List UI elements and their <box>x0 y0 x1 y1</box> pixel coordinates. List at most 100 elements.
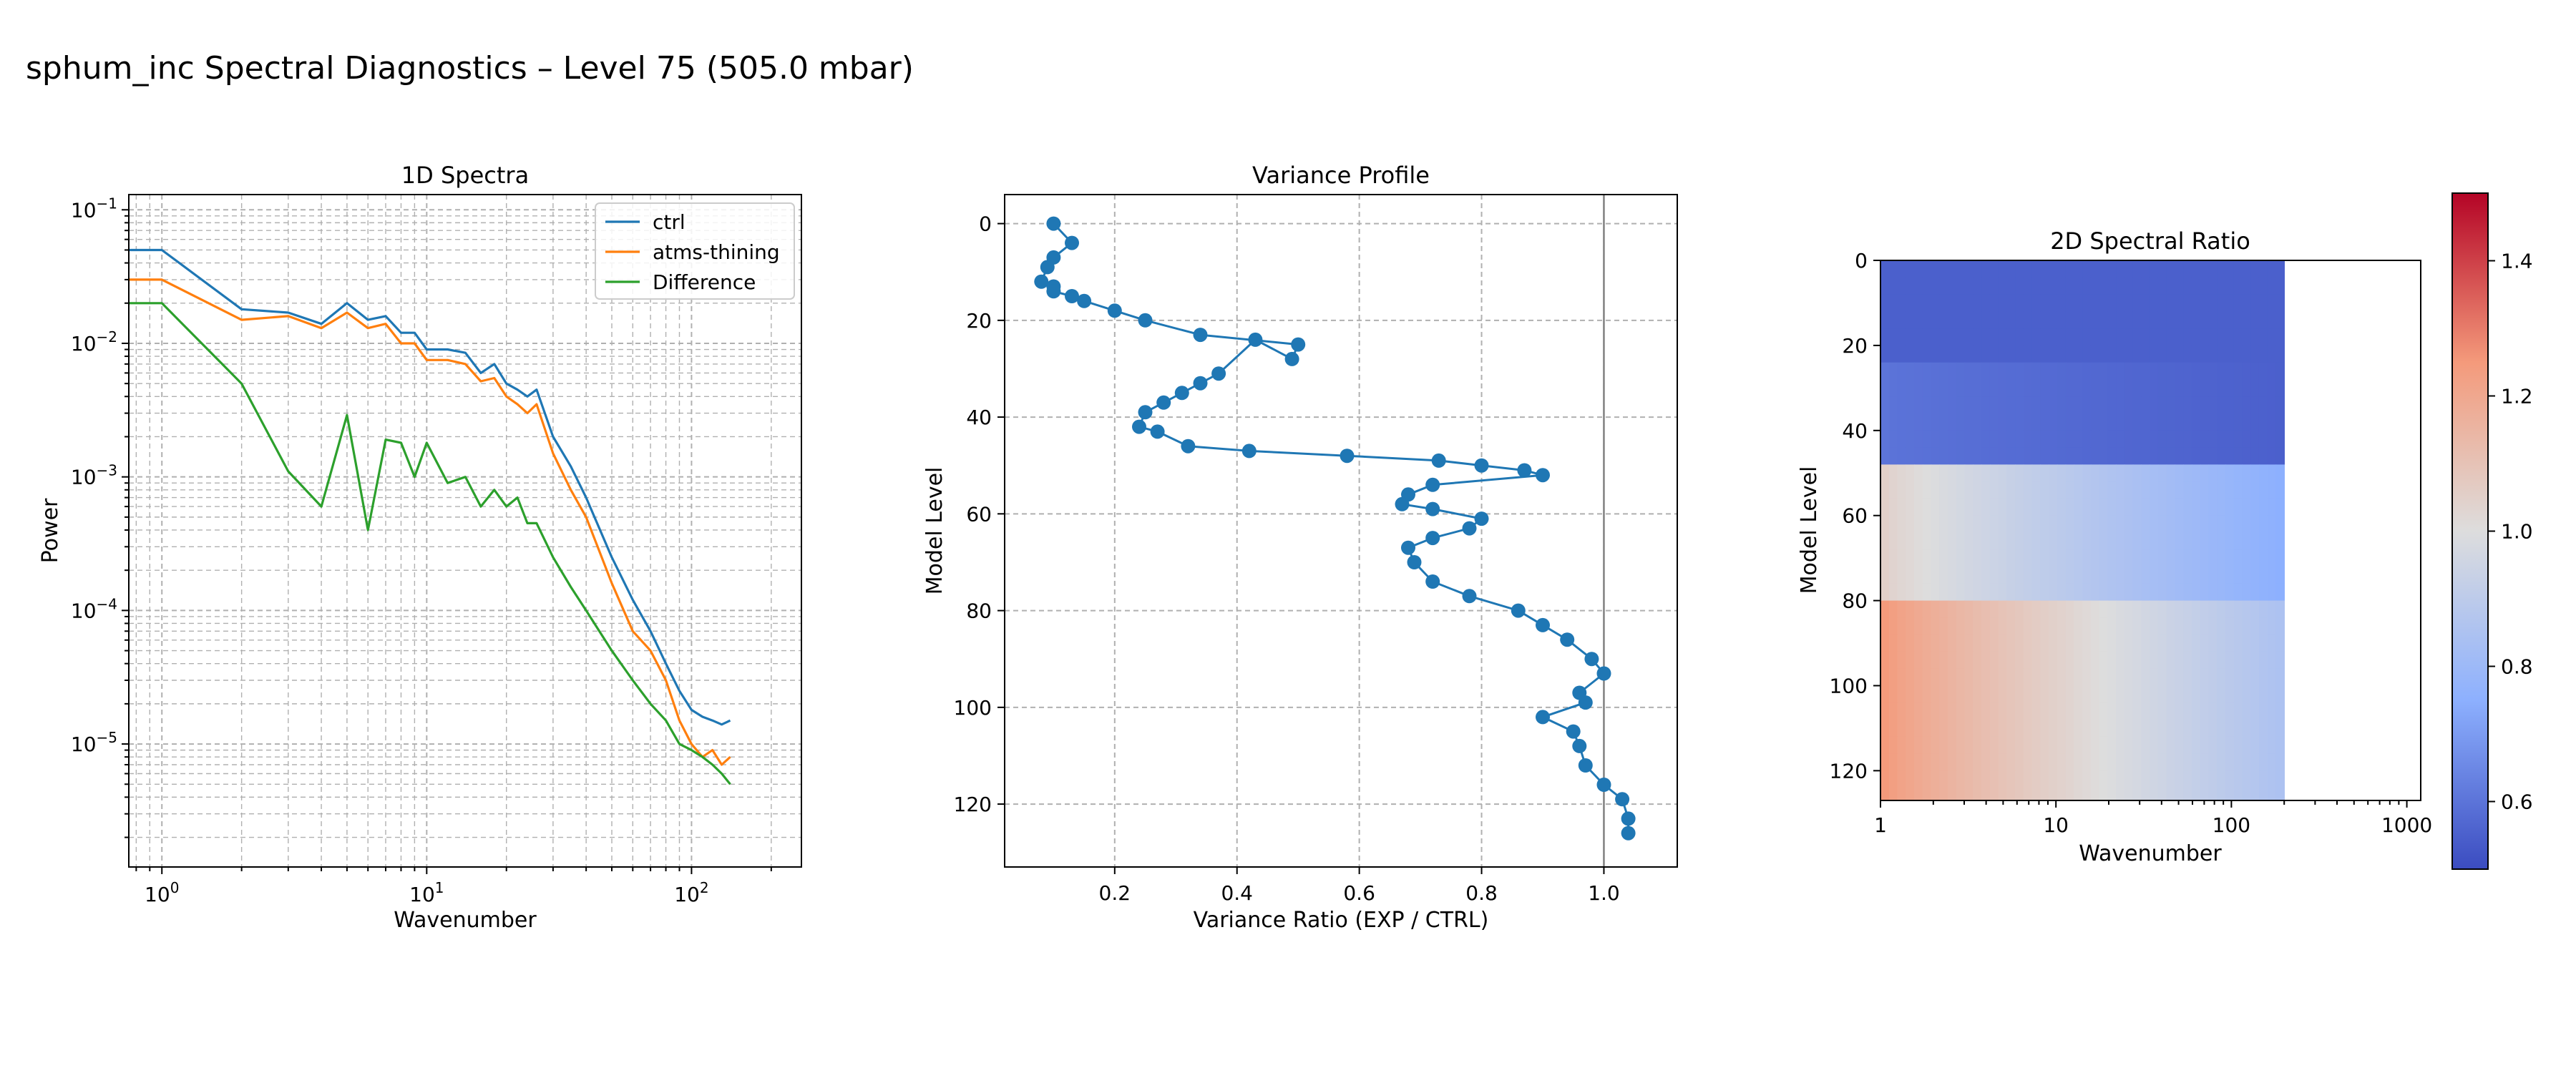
ratio-cell <box>2107 277 2117 295</box>
ratio-cell <box>1964 720 1974 738</box>
ratio-cell <box>2175 464 2184 482</box>
ratio-cell <box>1939 583 1948 602</box>
ratio-cell <box>1989 736 1999 755</box>
ratio-cell <box>2275 600 2285 619</box>
ratio-cell <box>2124 583 2134 602</box>
ratio-cell <box>2124 702 2134 720</box>
ratio-cell <box>2150 770 2159 788</box>
ratio-cell <box>2099 685 2109 704</box>
variance-point <box>1150 424 1165 439</box>
ratio-cell <box>1998 583 2008 602</box>
ratio-cell <box>2116 498 2125 516</box>
ratio-cell <box>2141 770 2150 788</box>
ratio-cell <box>2090 498 2100 516</box>
ratio-cell <box>2031 396 2041 414</box>
ratio-cell <box>2015 549 2024 567</box>
ratio-cell <box>2258 770 2268 788</box>
ratio-cell <box>2124 430 2134 449</box>
ratio-cell <box>2150 635 2159 652</box>
ratio-cell <box>2217 430 2226 449</box>
ratio-cell <box>2031 617 2041 635</box>
ratio-cell <box>2116 515 2125 534</box>
ratio-cell <box>2166 481 2176 499</box>
ratio-cell <box>2233 311 2243 329</box>
variance-point <box>1046 216 1061 231</box>
ratio-cell <box>2040 583 2049 602</box>
ratio-cell <box>2258 532 2268 551</box>
ratio-cell <box>2267 651 2277 670</box>
variance-point <box>1241 444 1257 459</box>
ratio-cell <box>2275 788 2285 800</box>
ratio-cell <box>1956 447 1966 466</box>
ratio-cell <box>2124 532 2134 551</box>
ratio-cell <box>2233 685 2243 704</box>
ratio-cell <box>2233 345 2243 363</box>
ratio-cell <box>1998 413 2008 431</box>
ratio-cell <box>1981 668 1991 687</box>
ratio-cell <box>1914 277 1923 295</box>
ratio-cell <box>2141 396 2150 414</box>
ratio-cell <box>1964 379 1974 398</box>
ratio-cell <box>1897 464 1907 482</box>
ratio-cell <box>2057 583 2067 602</box>
ratio-cell <box>2040 345 2049 363</box>
ratio-cell <box>2057 770 2067 788</box>
ratio-cell <box>1914 600 1923 619</box>
ratio-cell <box>2258 498 2268 516</box>
ratio-cell <box>2031 685 2041 704</box>
ratio-cell <box>2132 413 2142 431</box>
ratio-cell <box>2015 668 2024 687</box>
ratio-cell <box>2065 770 2075 788</box>
ratio-cell <box>2006 515 2016 534</box>
ratio-cell <box>2183 532 2192 551</box>
ratio-cell <box>2082 311 2092 329</box>
ratio-cell <box>2023 567 2033 584</box>
ratio-cell <box>2132 532 2142 551</box>
ratio-cell <box>2208 396 2218 414</box>
ratio-cell <box>1939 379 1948 398</box>
ratio-cell <box>1897 736 1907 755</box>
ratio-cell <box>2065 583 2075 602</box>
variance-xtick-label: 0.6 <box>1343 881 1375 905</box>
ratio-cell <box>2242 753 2251 772</box>
ratio-cell <box>1922 753 1932 772</box>
ratio-cell <box>1948 260 1957 278</box>
ratio-cell <box>2157 685 2167 704</box>
ratio-cell <box>1922 362 1932 381</box>
ratio-cell <box>1914 549 1923 567</box>
ratio-cell <box>2157 277 2167 295</box>
ratio-cell <box>1973 600 1982 619</box>
ratio-cell <box>2150 788 2159 800</box>
ratio-cell <box>2200 379 2210 398</box>
ratio-cell <box>2141 328 2150 346</box>
ratio-cell <box>2275 277 2285 295</box>
ratio-cell <box>2057 635 2067 652</box>
ratio-cell <box>2166 328 2176 346</box>
figure-title: sphum_inc Spectral Diagnostics – Level 7… <box>26 50 914 87</box>
ratio-cell <box>1939 651 1948 670</box>
ratio-cell <box>2258 464 2268 482</box>
ratio-cell <box>1931 396 1941 414</box>
ratio-cell <box>1914 685 1923 704</box>
ratio-cell <box>2175 702 2184 720</box>
ratio-cell <box>2124 617 2134 635</box>
ratio-cell <box>2023 668 2033 687</box>
ratio-cell <box>2157 720 2167 738</box>
ratio-cell <box>1897 567 1907 584</box>
ratio-cell <box>2082 753 2092 772</box>
ratio-cell <box>2107 345 2117 363</box>
ratio-cell <box>1964 260 1974 278</box>
ratio-cell <box>2233 396 2243 414</box>
ratio-cell <box>1956 567 1966 584</box>
ratio-cell <box>2250 498 2260 516</box>
variance-plot-area <box>1005 195 1677 867</box>
ratio-cell <box>2250 481 2260 499</box>
ratio-cell <box>2099 532 2109 551</box>
ratio-cell <box>2217 549 2226 567</box>
ratio-cell <box>2166 668 2176 687</box>
ratio-cell <box>2015 430 2024 449</box>
ratio-cell <box>2057 328 2067 346</box>
ratio-cell <box>2023 277 2033 295</box>
ratio-cell <box>1981 567 1991 584</box>
ratio-cell <box>1973 379 1982 398</box>
